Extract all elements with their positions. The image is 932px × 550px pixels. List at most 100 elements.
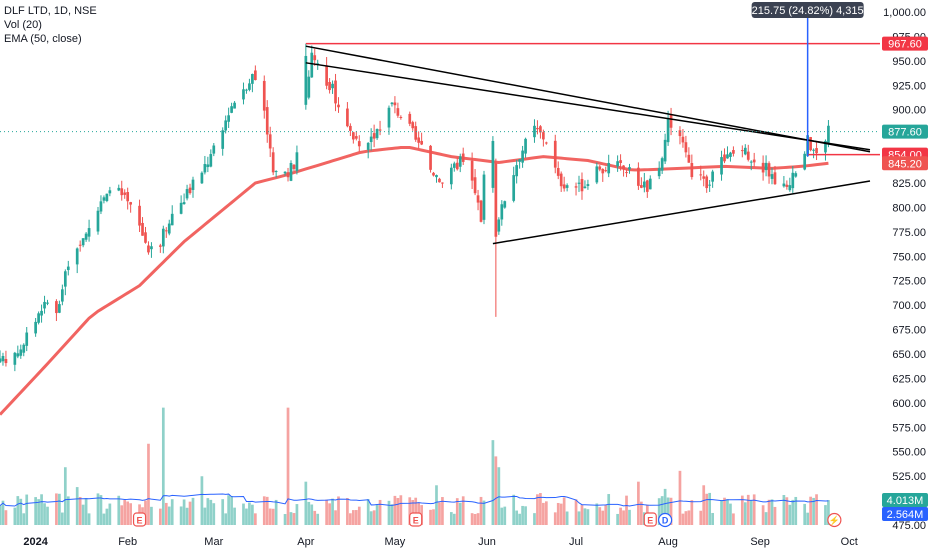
- candle-body: [827, 125, 830, 143]
- candle: [399, 115, 403, 120]
- candle: [595, 162, 599, 185]
- volume-bar: [494, 456, 498, 525]
- volume-bar: [37, 499, 40, 525]
- volume-bar: [221, 499, 225, 525]
- ema-indicator-label[interactable]: EMA (50, close): [4, 33, 82, 45]
- candle: [37, 311, 40, 325]
- volume-bar: [248, 502, 251, 525]
- candle-body: [357, 141, 361, 147]
- y-tick-label: 700.00: [892, 300, 926, 312]
- candle-body: [491, 140, 495, 188]
- candle-body: [598, 166, 602, 170]
- candle-body: [34, 321, 37, 334]
- candle-body: [13, 352, 17, 365]
- split-icon: [827, 512, 842, 528]
- candle: [161, 225, 165, 254]
- volume-bar: [313, 510, 317, 525]
- candle-body: [723, 154, 726, 162]
- volume-bar: [720, 500, 723, 525]
- volume-bar: [809, 496, 812, 525]
- candle: [414, 121, 418, 142]
- volume-bar: [556, 502, 560, 525]
- candle: [764, 155, 768, 177]
- volume-bar: [81, 504, 85, 525]
- candle: [182, 193, 186, 205]
- candle: [108, 186, 112, 197]
- volume-bar: [102, 513, 106, 525]
- y-tick-label: 550.00: [892, 447, 926, 459]
- volume-bar: [396, 497, 400, 525]
- candle-body: [476, 195, 480, 203]
- volume-bar: [271, 508, 275, 525]
- candle-body: [438, 178, 441, 183]
- candle-body: [307, 76, 311, 98]
- candle-body: [452, 163, 456, 168]
- volume-bar: [144, 500, 147, 525]
- candle: [209, 149, 213, 168]
- volume-bar: [126, 501, 130, 525]
- candle: [357, 135, 361, 152]
- candle: [622, 165, 625, 177]
- volume-bar: [515, 510, 519, 525]
- symbol-title[interactable]: DLF LTD, 1D, NSE: [4, 5, 97, 17]
- candle-body: [40, 310, 43, 316]
- candle-body: [824, 140, 827, 153]
- candle: [752, 152, 756, 167]
- candle: [767, 161, 771, 184]
- candle: [313, 48, 317, 66]
- candle-body: [619, 160, 622, 163]
- candle-body: [622, 165, 625, 170]
- candle: [449, 163, 453, 190]
- candle: [212, 143, 216, 157]
- volume-bar: [268, 508, 272, 525]
- candle-body: [449, 167, 453, 185]
- candle-body: [604, 170, 608, 172]
- candle: [292, 164, 296, 172]
- volume-bar: [628, 509, 631, 525]
- candle: [749, 160, 753, 171]
- y-tick-label: 825.00: [892, 178, 926, 190]
- candle: [286, 167, 290, 182]
- y-tick-label: 675.00: [892, 325, 926, 337]
- volume-bar: [640, 501, 643, 525]
- x-tick-label: Aug: [658, 536, 678, 548]
- candle: [607, 154, 611, 178]
- volume-bar: [105, 508, 109, 525]
- volume-bar: [182, 499, 186, 525]
- volume-bar: [372, 510, 376, 525]
- candle: [289, 160, 293, 182]
- candle: [105, 193, 109, 203]
- candle: [773, 165, 777, 185]
- candle: [102, 195, 106, 204]
- candle: [325, 57, 328, 90]
- candle: [25, 326, 29, 352]
- candle: [206, 156, 210, 173]
- candle: [648, 175, 652, 190]
- candle-body: [749, 161, 753, 163]
- candle: [473, 169, 477, 196]
- candle-body: [182, 202, 186, 205]
- volume-bar: [108, 503, 112, 525]
- candle-body: [254, 70, 257, 81]
- volume-bar: [331, 498, 334, 525]
- candle-body: [461, 153, 465, 162]
- dividend-icon: [658, 512, 673, 528]
- candle: [251, 73, 254, 93]
- candle-body: [390, 102, 394, 105]
- volume-indicator-label[interactable]: Vol (20): [4, 19, 42, 31]
- volume-bar: [681, 513, 685, 525]
- event-letter: E: [413, 516, 419, 526]
- candle: [245, 88, 248, 94]
- y-tick-label: 925.00: [892, 80, 926, 92]
- volume-bar: [761, 505, 765, 525]
- event-marker: D: [658, 512, 673, 528]
- candle-body: [642, 181, 646, 188]
- candle-body: [325, 65, 328, 86]
- candle-body: [470, 160, 474, 181]
- volume-bar: [518, 513, 521, 525]
- candle-body: [349, 125, 352, 131]
- candle: [482, 170, 486, 225]
- candle-body: [732, 150, 735, 154]
- candle: [580, 172, 584, 200]
